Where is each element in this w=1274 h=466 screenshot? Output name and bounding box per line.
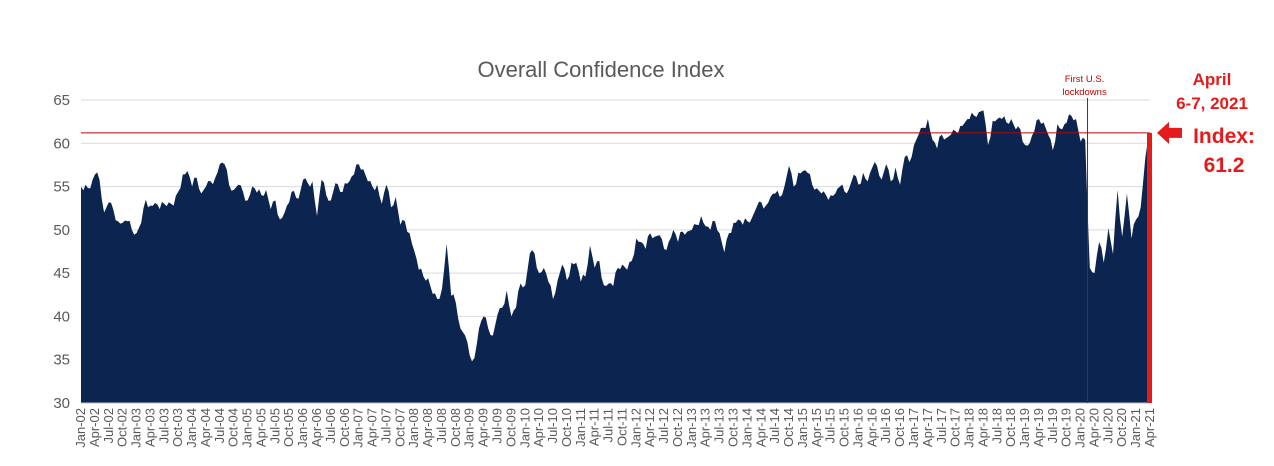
y-tick-label: 40 — [53, 308, 70, 325]
x-tick-label: Apr-17 — [920, 408, 935, 447]
x-tick-label: Apr-04 — [198, 408, 213, 447]
x-tick-label: Jul-06 — [323, 408, 338, 443]
series-area — [81, 110, 1150, 404]
x-tick-label: Oct-05 — [281, 408, 296, 447]
x-tick-label: Jan-19 — [1017, 408, 1032, 448]
x-tick-label: Jan-18 — [962, 408, 977, 448]
x-tick-label: Oct-12 — [670, 408, 685, 447]
x-tick-label: Jan-14 — [739, 408, 754, 448]
x-tick-label: Apr-18 — [975, 408, 990, 447]
x-tick-label: Jan-04 — [184, 408, 199, 448]
callout-index-value: 61.2 — [1204, 154, 1245, 177]
x-tick-label: Jul-08 — [434, 408, 449, 443]
x-tick-label: Jan-09 — [462, 408, 477, 448]
x-tick-label: Jan-13 — [684, 408, 699, 448]
x-tick-label: Jan-11 — [573, 408, 588, 447]
x-tick-label: Jul-07 — [378, 408, 393, 443]
x-tick-label: Jul-18 — [989, 408, 1004, 443]
x-tick-label: Oct-07 — [392, 408, 407, 447]
x-tick-label: Jan-03 — [129, 408, 144, 448]
x-tick-label: Apr-07 — [365, 408, 380, 447]
x-tick-label: Jul-09 — [490, 408, 505, 443]
x-tick-label: Jul-17 — [934, 408, 949, 443]
x-tick-label: Oct-04 — [226, 408, 241, 447]
x-tick-label: Apr-13 — [698, 408, 713, 447]
y-tick-label: 55 — [53, 179, 70, 196]
x-tick-label: Jul-10 — [545, 408, 560, 443]
y-tick-label: 50 — [53, 222, 70, 239]
y-tick-label: 60 — [53, 135, 70, 152]
x-tick-label: Jan-08 — [406, 408, 421, 448]
x-tick-label: Jul-14 — [767, 408, 782, 443]
callout-date: 6-7, 2021 — [1176, 94, 1248, 113]
x-tick-label: Jan-21 — [1128, 408, 1143, 448]
x-tick-label: Apr-12 — [642, 408, 657, 447]
x-tick-label: Oct-08 — [448, 408, 463, 447]
x-tick-label: Jan-16 — [851, 408, 866, 448]
x-tick-label: Oct-20 — [1114, 408, 1129, 447]
x-tick-label: Jan-05 — [240, 408, 255, 448]
x-tick-label: Oct-18 — [1003, 408, 1018, 447]
callout-index-label: Index: — [1193, 125, 1255, 148]
y-axis-ticks: 30 35 40 45 50 55 60 65 — [53, 92, 70, 412]
x-tick-label: Oct-15 — [837, 408, 852, 447]
x-tick-label: Jul-19 — [1045, 408, 1060, 443]
x-tick-label: Oct-10 — [559, 408, 574, 447]
x-tick-label: Apr-15 — [809, 408, 824, 447]
x-tick-label: Apr-09 — [476, 408, 491, 447]
x-tick-label: Oct-06 — [337, 408, 352, 447]
x-tick-label: Oct-09 — [503, 408, 518, 447]
y-tick-label: 45 — [53, 265, 70, 282]
x-tick-label: Jan-15 — [795, 408, 810, 448]
y-tick-label: 65 — [53, 92, 70, 109]
x-tick-label: Apr-20 — [1087, 408, 1102, 447]
x-tick-label: Jan-02 — [73, 408, 88, 448]
x-axis-ticks: Jan-02Apr-02Jul-02Oct-02Jan-03Apr-03Jul-… — [73, 408, 1157, 448]
x-tick-label: Apr-05 — [254, 408, 269, 447]
x-tick-label: Apr-03 — [142, 408, 157, 447]
x-tick-label: Jan-07 — [351, 408, 366, 448]
lockdown-label: lockdowns — [1062, 87, 1107, 98]
lockdown-label: First U.S. — [1065, 74, 1105, 85]
x-tick-label: Jan-06 — [295, 408, 310, 448]
x-tick-label: Jul-15 — [823, 408, 838, 443]
x-tick-label: Jul-05 — [267, 408, 282, 443]
x-tick-label: Jul-02 — [101, 408, 116, 443]
chart-title: Overall Confidence Index — [477, 57, 724, 82]
x-tick-label: Jul-16 — [878, 408, 893, 443]
x-tick-label: Jan-17 — [906, 408, 921, 448]
x-tick-label: Oct-19 — [1059, 408, 1074, 447]
x-tick-label: Apr-11 — [587, 408, 602, 446]
latest-value-highlight-bar — [1147, 132, 1152, 403]
x-tick-label: Jul-20 — [1100, 408, 1115, 443]
x-tick-label: Oct-03 — [170, 408, 185, 447]
x-tick-label: Jan-20 — [1073, 408, 1088, 448]
y-tick-label: 35 — [53, 352, 70, 369]
x-tick-label: Oct-14 — [781, 408, 796, 447]
x-tick-label: Jul-13 — [712, 408, 727, 443]
x-tick-label: Apr-02 — [87, 408, 102, 447]
x-tick-label: Apr-16 — [864, 408, 879, 447]
x-tick-label: Oct-02 — [115, 408, 130, 447]
x-tick-label: Apr-10 — [531, 408, 546, 447]
x-tick-label: Jul-12 — [656, 408, 671, 443]
x-tick-label: Jan-10 — [517, 408, 532, 448]
x-tick-label: Apr-14 — [753, 408, 768, 447]
x-tick-label: Apr-08 — [420, 408, 435, 447]
x-tick-label: Oct-16 — [892, 408, 907, 447]
x-tick-label: Jul-04 — [212, 408, 227, 443]
x-tick-label: Jan-12 — [628, 408, 643, 448]
x-tick-label: Apr-21 — [1142, 408, 1157, 447]
x-tick-label: Apr-06 — [309, 408, 324, 447]
x-tick-label: Jul-03 — [156, 408, 171, 443]
x-tick-label: Jul-11 — [601, 408, 616, 442]
callout-date: April — [1193, 70, 1232, 89]
y-tick-label: 30 — [53, 395, 70, 412]
left-arrow-icon — [1157, 121, 1182, 144]
x-tick-label: Oct-13 — [726, 408, 741, 447]
x-tick-label: Oct-11 — [614, 408, 629, 446]
x-tick-label: Apr-19 — [1031, 408, 1046, 447]
x-tick-label: Oct-17 — [948, 408, 963, 447]
